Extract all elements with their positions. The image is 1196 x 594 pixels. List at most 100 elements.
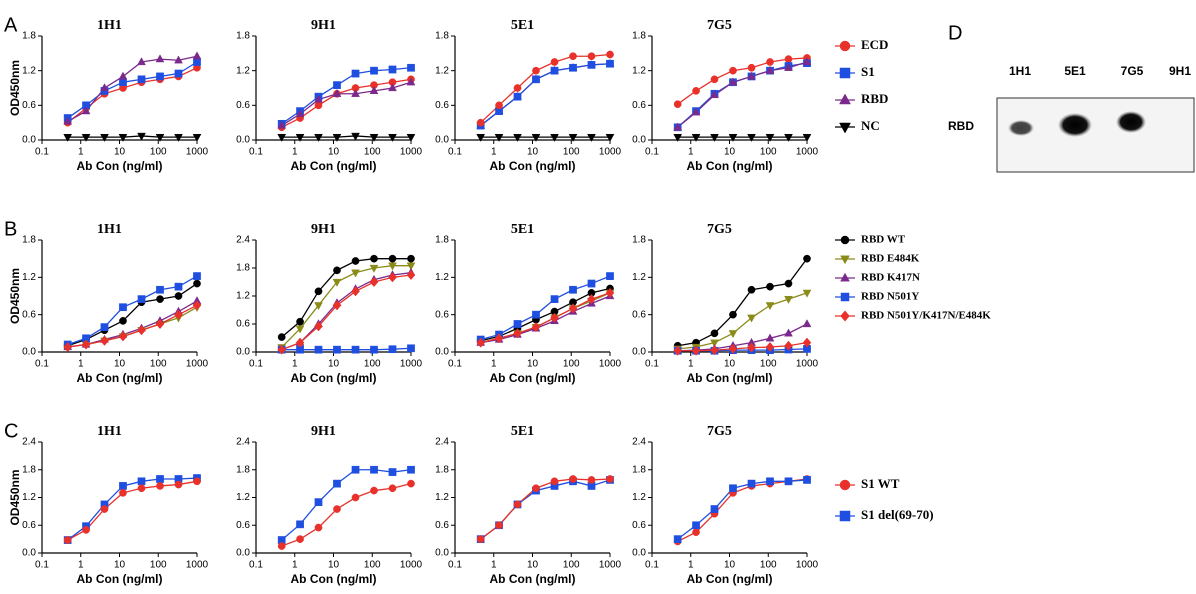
marker [674, 101, 681, 108]
x-tick-label: 100 [760, 359, 777, 370]
marker [785, 56, 792, 63]
y-tick-label: 0.6 [632, 309, 646, 320]
series-line [481, 64, 610, 126]
marker [175, 283, 182, 290]
y-tick-label: 1.2 [22, 272, 36, 283]
marker [370, 255, 377, 262]
marker [748, 315, 756, 322]
y-tick-label: 0.6 [435, 520, 449, 531]
x-tick-label: 0.1 [448, 560, 462, 571]
y-tick-label: 1.2 [632, 65, 646, 76]
lane-label: 1H1 [1009, 64, 1031, 78]
marker [352, 257, 359, 264]
marker [514, 320, 521, 327]
marker [389, 468, 396, 475]
marker [766, 283, 773, 290]
lane-label: 9H1 [1169, 64, 1191, 78]
marker [692, 522, 699, 529]
y-tick-label: 1.2 [22, 492, 36, 503]
y-tick-label: 0.0 [22, 548, 36, 559]
x-tick-label: 10 [527, 560, 539, 571]
x-tick-label: 10 [527, 359, 539, 370]
marker [138, 478, 145, 485]
y-tick-label: 0.0 [22, 347, 36, 358]
marker [551, 58, 558, 65]
y-tick-label: 0.6 [435, 309, 449, 320]
marker [532, 76, 539, 83]
chart-title: 9H1 [311, 18, 336, 33]
marker [315, 524, 322, 531]
marker [606, 272, 613, 279]
x-tick-label: 10 [114, 147, 126, 158]
marker [692, 87, 699, 94]
panel-label: C [4, 420, 18, 442]
y-tick-label: 1.8 [435, 31, 449, 42]
marker [156, 475, 163, 482]
x-tick-label: 0.1 [249, 560, 263, 571]
marker [569, 53, 576, 60]
legend-marker [841, 236, 849, 244]
x-axis-label: Ab Con (ng/ml) [490, 159, 576, 173]
marker [119, 489, 126, 496]
marker [495, 522, 502, 529]
marker [551, 296, 558, 303]
marker [407, 466, 414, 473]
x-axis-label: Ab Con (ng/ml) [687, 572, 773, 586]
y-axis-label: OD450nm [8, 469, 22, 525]
y-tick-label: 1.2 [236, 65, 250, 76]
marker [551, 478, 558, 485]
lane-label: 7G5 [1121, 64, 1144, 78]
chart-title: 1H1 [97, 222, 122, 237]
marker [692, 529, 699, 536]
marker [193, 58, 200, 65]
row-label: RBD [948, 119, 974, 133]
marker [315, 499, 322, 506]
series-line [282, 470, 411, 540]
marker [370, 346, 377, 353]
y-tick-label: 1.8 [632, 464, 646, 475]
marker [352, 70, 359, 77]
x-tick-label: 1 [688, 560, 694, 571]
y-tick-label: 1.2 [632, 272, 646, 283]
x-tick-label: 100 [364, 560, 381, 571]
chart-title: 7G5 [707, 222, 732, 237]
marker [156, 482, 163, 489]
marker [333, 82, 340, 89]
marker [803, 476, 810, 483]
x-tick-label: 100 [563, 560, 580, 571]
x-tick-label: 0.1 [35, 560, 49, 571]
marker [138, 76, 145, 83]
x-tick-label: 0.1 [249, 359, 263, 370]
y-tick-label: 1.8 [435, 235, 449, 246]
y-tick-label: 0.0 [236, 135, 250, 146]
marker [569, 64, 576, 71]
x-tick-label: 0.1 [448, 147, 462, 158]
legend-marker [840, 480, 850, 490]
x-tick-label: 1 [491, 147, 497, 158]
legend-label: RBD E484K [861, 253, 920, 265]
marker [352, 494, 359, 501]
marker [119, 72, 127, 79]
x-axis-label: Ab Con (ng/ml) [77, 371, 163, 385]
x-tick-label: 100 [150, 359, 167, 370]
chart-title: 7G5 [707, 18, 732, 33]
marker [711, 76, 718, 83]
x-tick-label: 1000 [186, 359, 209, 370]
marker [193, 272, 200, 279]
marker [532, 311, 539, 318]
x-tick-label: 1 [292, 147, 298, 158]
y-tick-label: 2.4 [236, 235, 250, 246]
legend-label: RBD WT [861, 234, 906, 246]
x-tick-label: 0.1 [645, 147, 659, 158]
marker [766, 478, 773, 485]
x-tick-label: 100 [760, 147, 777, 158]
marker [138, 485, 145, 492]
x-axis-label: Ab Con (ng/ml) [77, 159, 163, 173]
x-tick-label: 10 [328, 147, 340, 158]
marker [407, 255, 414, 262]
legend-label: S1 [861, 64, 875, 79]
marker [407, 480, 414, 487]
y-tick-label: 1.2 [236, 492, 250, 503]
legend-marker [840, 94, 851, 104]
marker [315, 102, 322, 109]
